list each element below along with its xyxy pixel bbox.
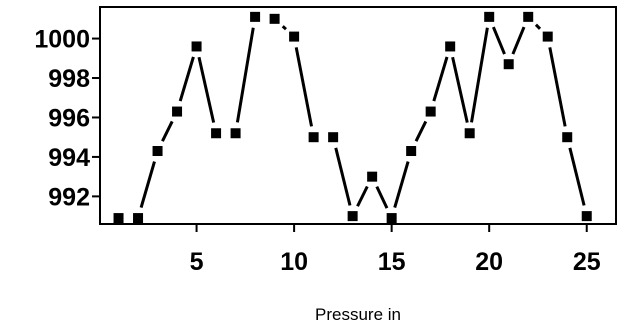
series-line-segment <box>393 161 410 208</box>
series-line-segment <box>375 185 389 209</box>
series-line-segment <box>235 27 255 123</box>
data-point-marker <box>269 13 280 24</box>
data-point-marker <box>484 11 495 22</box>
series-line-segment <box>197 56 216 123</box>
series-line-segment <box>548 47 567 127</box>
x-tick-label: 25 <box>573 248 601 276</box>
series-line-segment <box>432 56 449 102</box>
data-point-marker <box>367 171 378 182</box>
x-tick-label: 15 <box>378 248 406 276</box>
y-tick-label: 994 <box>48 144 90 172</box>
data-point-marker <box>289 31 300 42</box>
x-tick-label: 10 <box>280 248 308 276</box>
data-point-marker <box>503 59 514 70</box>
data-point-marker <box>172 106 183 117</box>
data-point-marker <box>406 146 417 157</box>
data-point-marker <box>464 128 475 139</box>
data-point-marker <box>230 128 241 139</box>
y-tick-label: 996 <box>48 104 90 132</box>
data-point-marker <box>445 41 456 52</box>
x-axis: 5 10 15 20 25 <box>190 224 601 276</box>
plot-area-frame <box>99 6 617 225</box>
series-line-segment <box>356 185 369 207</box>
x-tick-label: 20 <box>475 248 503 276</box>
data-point-marker <box>523 11 534 22</box>
y-tick-label: 992 <box>48 183 90 211</box>
y-axis: 992 994 996 998 1000 <box>34 26 100 211</box>
y-tick-label: 998 <box>48 65 90 93</box>
data-point-marker <box>133 213 144 224</box>
data-point-marker <box>328 132 339 143</box>
data-point-marker <box>347 211 358 222</box>
series-line-segment <box>161 120 174 142</box>
series-line-segment <box>281 25 287 31</box>
series-line-segment <box>451 56 469 123</box>
series-line-segment <box>534 23 542 30</box>
series-line-segment <box>511 26 526 55</box>
data-point-marker <box>308 132 319 143</box>
data-point-marker <box>152 146 163 157</box>
series-line-segment <box>178 56 195 102</box>
series-line-segment <box>470 27 489 123</box>
data-point-marker <box>250 11 261 22</box>
series-line-segment <box>568 147 586 206</box>
data-point-marker <box>191 41 202 52</box>
data-point-marker <box>425 106 436 117</box>
series-line-segment <box>294 47 313 127</box>
x-tick-label: 5 <box>190 248 204 276</box>
series-line-segment <box>139 161 156 208</box>
y-tick-label: 1000 <box>34 26 90 54</box>
series-point-group <box>113 11 592 224</box>
x-axis-title: Pressure in <box>315 305 401 322</box>
series-line-group <box>139 23 586 209</box>
series-line-segment <box>334 147 352 206</box>
data-point-marker <box>211 128 222 139</box>
data-point-marker <box>386 213 397 224</box>
data-point-marker <box>542 31 553 42</box>
series-line-segment <box>491 26 506 55</box>
data-point-marker <box>562 132 573 143</box>
series-line-segment <box>414 120 428 142</box>
data-point-marker <box>113 213 124 224</box>
data-point-marker <box>581 211 592 222</box>
